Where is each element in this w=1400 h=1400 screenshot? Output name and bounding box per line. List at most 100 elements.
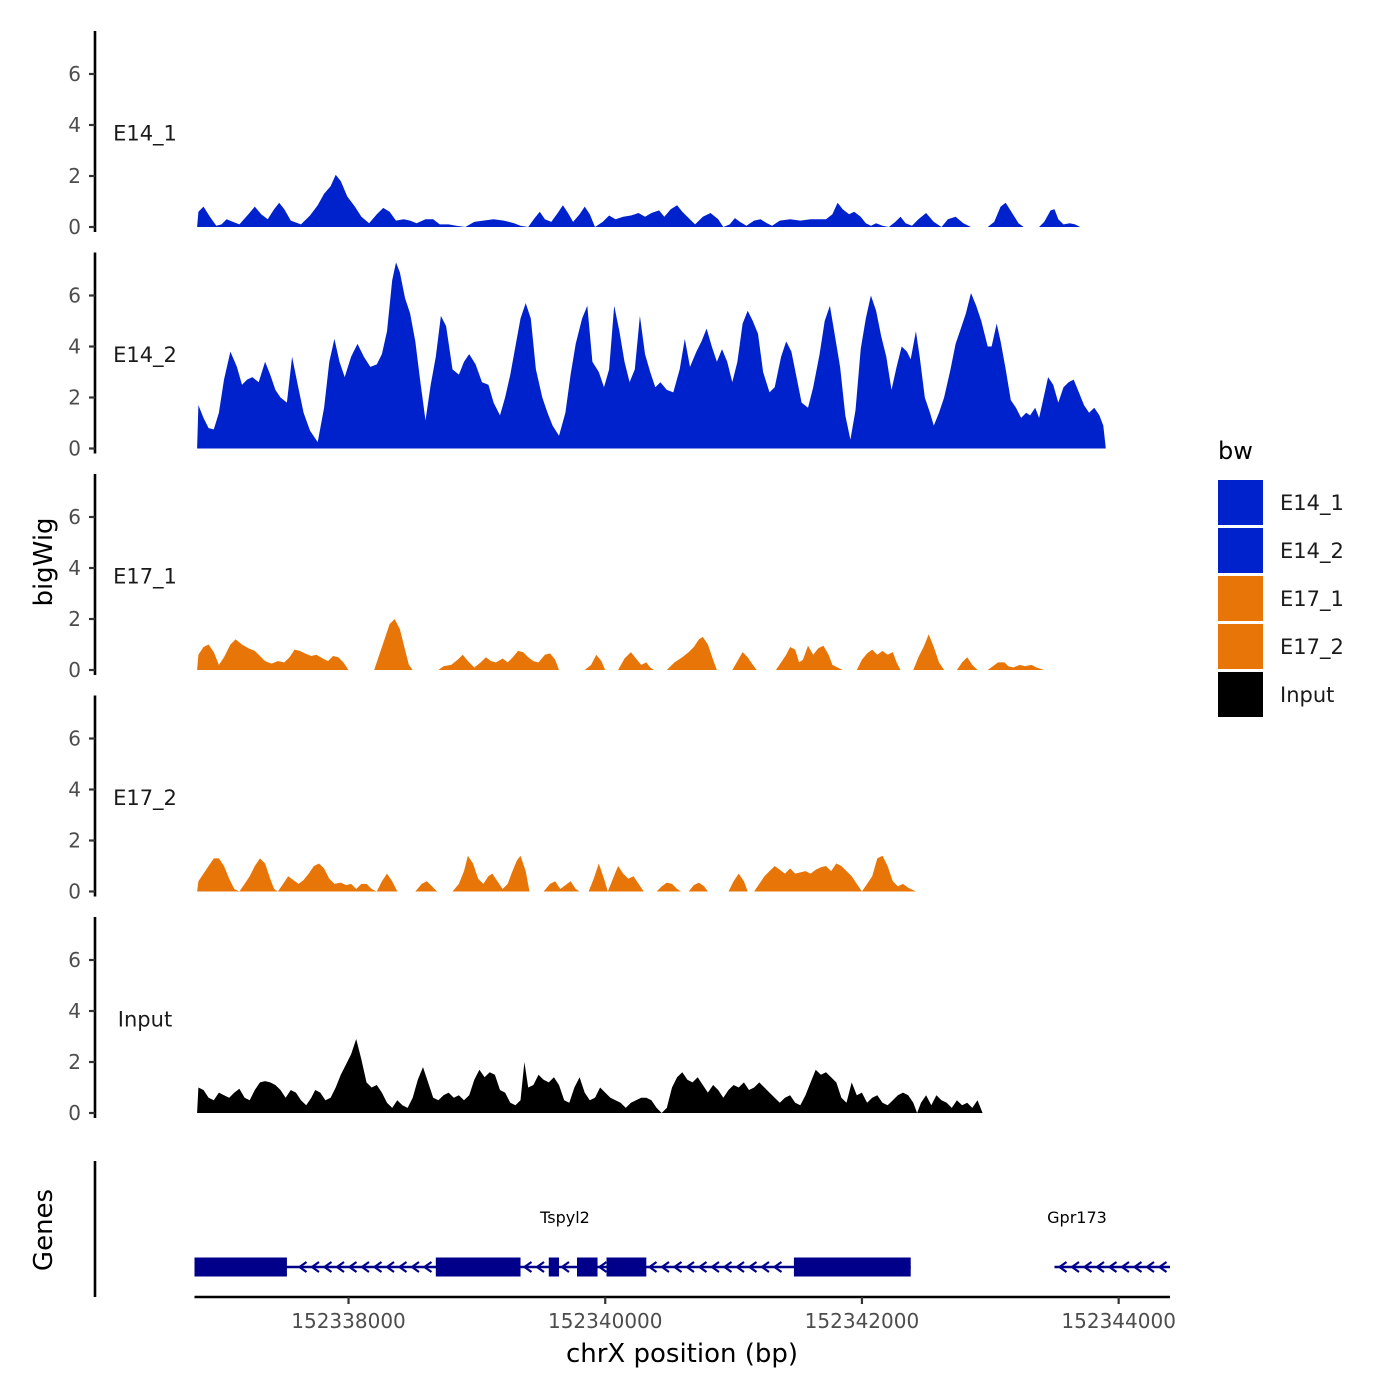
strand-arrow xyxy=(722,1261,733,1273)
track-label: Input xyxy=(118,1008,172,1032)
strand-arrow xyxy=(422,1261,433,1273)
strand-arrow xyxy=(1057,1261,1068,1273)
signal-tracks: 0 2 4 6 E14_1 0 2 4 6 E14_2 0 2 4 6 E17_1 0 2 4 6 E17_2 0 2 4 6… xyxy=(68,31,1106,1125)
strand-arrow xyxy=(772,1261,783,1273)
signal-area-E14_1 xyxy=(197,174,1081,227)
y-tick-label: 2 xyxy=(68,386,81,410)
y-tick-label: 2 xyxy=(68,1050,81,1074)
y-tick-label: 4 xyxy=(68,556,81,580)
y-tick-label: 4 xyxy=(68,778,81,802)
x-tick-label: 152338000 xyxy=(291,1309,406,1333)
y-tick-label: 6 xyxy=(68,62,81,86)
strand-arrow xyxy=(672,1261,683,1273)
strand-arrow xyxy=(1132,1261,1143,1273)
y-tick-label: 0 xyxy=(68,437,81,461)
legend-label: E17_2 xyxy=(1280,635,1344,660)
strand-arrow xyxy=(335,1261,345,1273)
strand-arrow xyxy=(322,1261,333,1273)
genes-panel-title: Genes xyxy=(29,1189,59,1271)
gene-label: Tspyl2 xyxy=(539,1208,590,1227)
y-tick-label: 6 xyxy=(68,727,81,751)
strand-arrow xyxy=(1095,1261,1105,1273)
exon xyxy=(194,1257,287,1277)
strand-arrow xyxy=(297,1261,308,1273)
legend-swatch xyxy=(1218,624,1263,669)
signal-area-E17_1 xyxy=(197,619,1045,670)
legend-entry-E14_1: E14_1 xyxy=(1218,480,1344,525)
legend-label: E14_2 xyxy=(1280,539,1344,564)
strand-arrow xyxy=(360,1261,370,1273)
track-label: E17_2 xyxy=(113,786,177,811)
strand-arrow xyxy=(685,1261,695,1273)
track-E14_1: 0 2 4 6 E14_1 xyxy=(68,31,1081,239)
strand-arrow xyxy=(747,1261,758,1273)
strand-arrow xyxy=(647,1261,658,1273)
strand-arrow xyxy=(522,1261,533,1273)
track-E14_2: 0 2 4 6 E14_2 xyxy=(68,252,1106,461)
legend: bw E14_1 E14_2 E17_1 E17_2 Input xyxy=(1218,437,1344,717)
track-label: E14_1 xyxy=(113,122,177,147)
legend-label: E14_1 xyxy=(1280,491,1344,516)
legend-swatch xyxy=(1218,480,1263,525)
y-tick-label: 6 xyxy=(68,505,81,529)
legend-entry-Input: Input xyxy=(1218,672,1334,717)
strand-arrow xyxy=(397,1261,408,1273)
exon xyxy=(435,1257,521,1277)
gene-Gpr173: Gpr173 xyxy=(1047,1208,1170,1273)
x-axis-title: chrX position (bp) xyxy=(566,1339,798,1369)
legend-entry-E14_2: E14_2 xyxy=(1218,528,1344,573)
strand-arrow xyxy=(1070,1261,1080,1273)
signal-area-E14_2 xyxy=(197,262,1106,449)
track-label: E14_2 xyxy=(113,343,177,368)
exon xyxy=(793,1257,911,1277)
strand-arrow xyxy=(385,1261,395,1273)
gene-Tspyl2: Tspyl2 xyxy=(194,1208,911,1277)
exon xyxy=(606,1257,647,1277)
exon xyxy=(576,1257,598,1277)
exon xyxy=(548,1257,560,1277)
y-tick-label: 2 xyxy=(68,607,81,631)
strand-arrow xyxy=(760,1261,770,1273)
gene-label: Gpr173 xyxy=(1047,1208,1107,1227)
strand-arrow xyxy=(597,1261,608,1273)
signal-area-E17_2 xyxy=(197,855,916,892)
x-tick-label: 152342000 xyxy=(805,1309,920,1333)
legend-swatch xyxy=(1218,576,1263,621)
y-tick-label: 4 xyxy=(68,335,81,359)
legend-label: Input xyxy=(1280,683,1334,707)
strand-arrow xyxy=(660,1261,670,1273)
strand-arrow xyxy=(735,1261,745,1273)
x-tick-label: 152340000 xyxy=(548,1309,663,1333)
strand-arrow xyxy=(347,1261,358,1273)
track-label: E17_1 xyxy=(113,565,177,590)
signal-area-Input xyxy=(197,1039,983,1113)
y-tick-label: 0 xyxy=(68,658,81,682)
y-tick-label: 0 xyxy=(68,880,81,904)
y-tick-label: 6 xyxy=(68,284,81,308)
legend-label: E17_1 xyxy=(1280,587,1344,612)
strand-arrow xyxy=(310,1261,320,1273)
legend-swatch xyxy=(1218,528,1263,573)
track-Input: 0 2 4 6 Input xyxy=(68,917,983,1125)
y-axis-title: bigWig xyxy=(29,517,59,606)
strand-arrow xyxy=(1082,1261,1093,1273)
y-tick-label: 0 xyxy=(68,215,81,239)
x-tick-label: 152344000 xyxy=(1061,1309,1176,1333)
strand-arrow xyxy=(1157,1261,1168,1273)
strand-arrow xyxy=(1120,1261,1130,1273)
y-tick-label: 4 xyxy=(68,999,81,1023)
legend-title: bw xyxy=(1218,437,1253,465)
y-tick-label: 6 xyxy=(68,948,81,972)
legend-swatch xyxy=(1218,672,1263,717)
y-tick-label: 4 xyxy=(68,113,81,137)
strand-arrow xyxy=(372,1261,383,1273)
strand-arrow xyxy=(560,1261,570,1273)
strand-arrow xyxy=(1107,1261,1118,1273)
legend-entry-E17_2: E17_2 xyxy=(1218,624,1344,669)
strand-arrow xyxy=(535,1261,545,1273)
y-tick-label: 0 xyxy=(68,1101,81,1125)
track-E17_1: 0 2 4 6 E17_1 xyxy=(68,474,1045,682)
strand-arrow xyxy=(710,1261,720,1273)
strand-arrow xyxy=(1145,1261,1155,1273)
